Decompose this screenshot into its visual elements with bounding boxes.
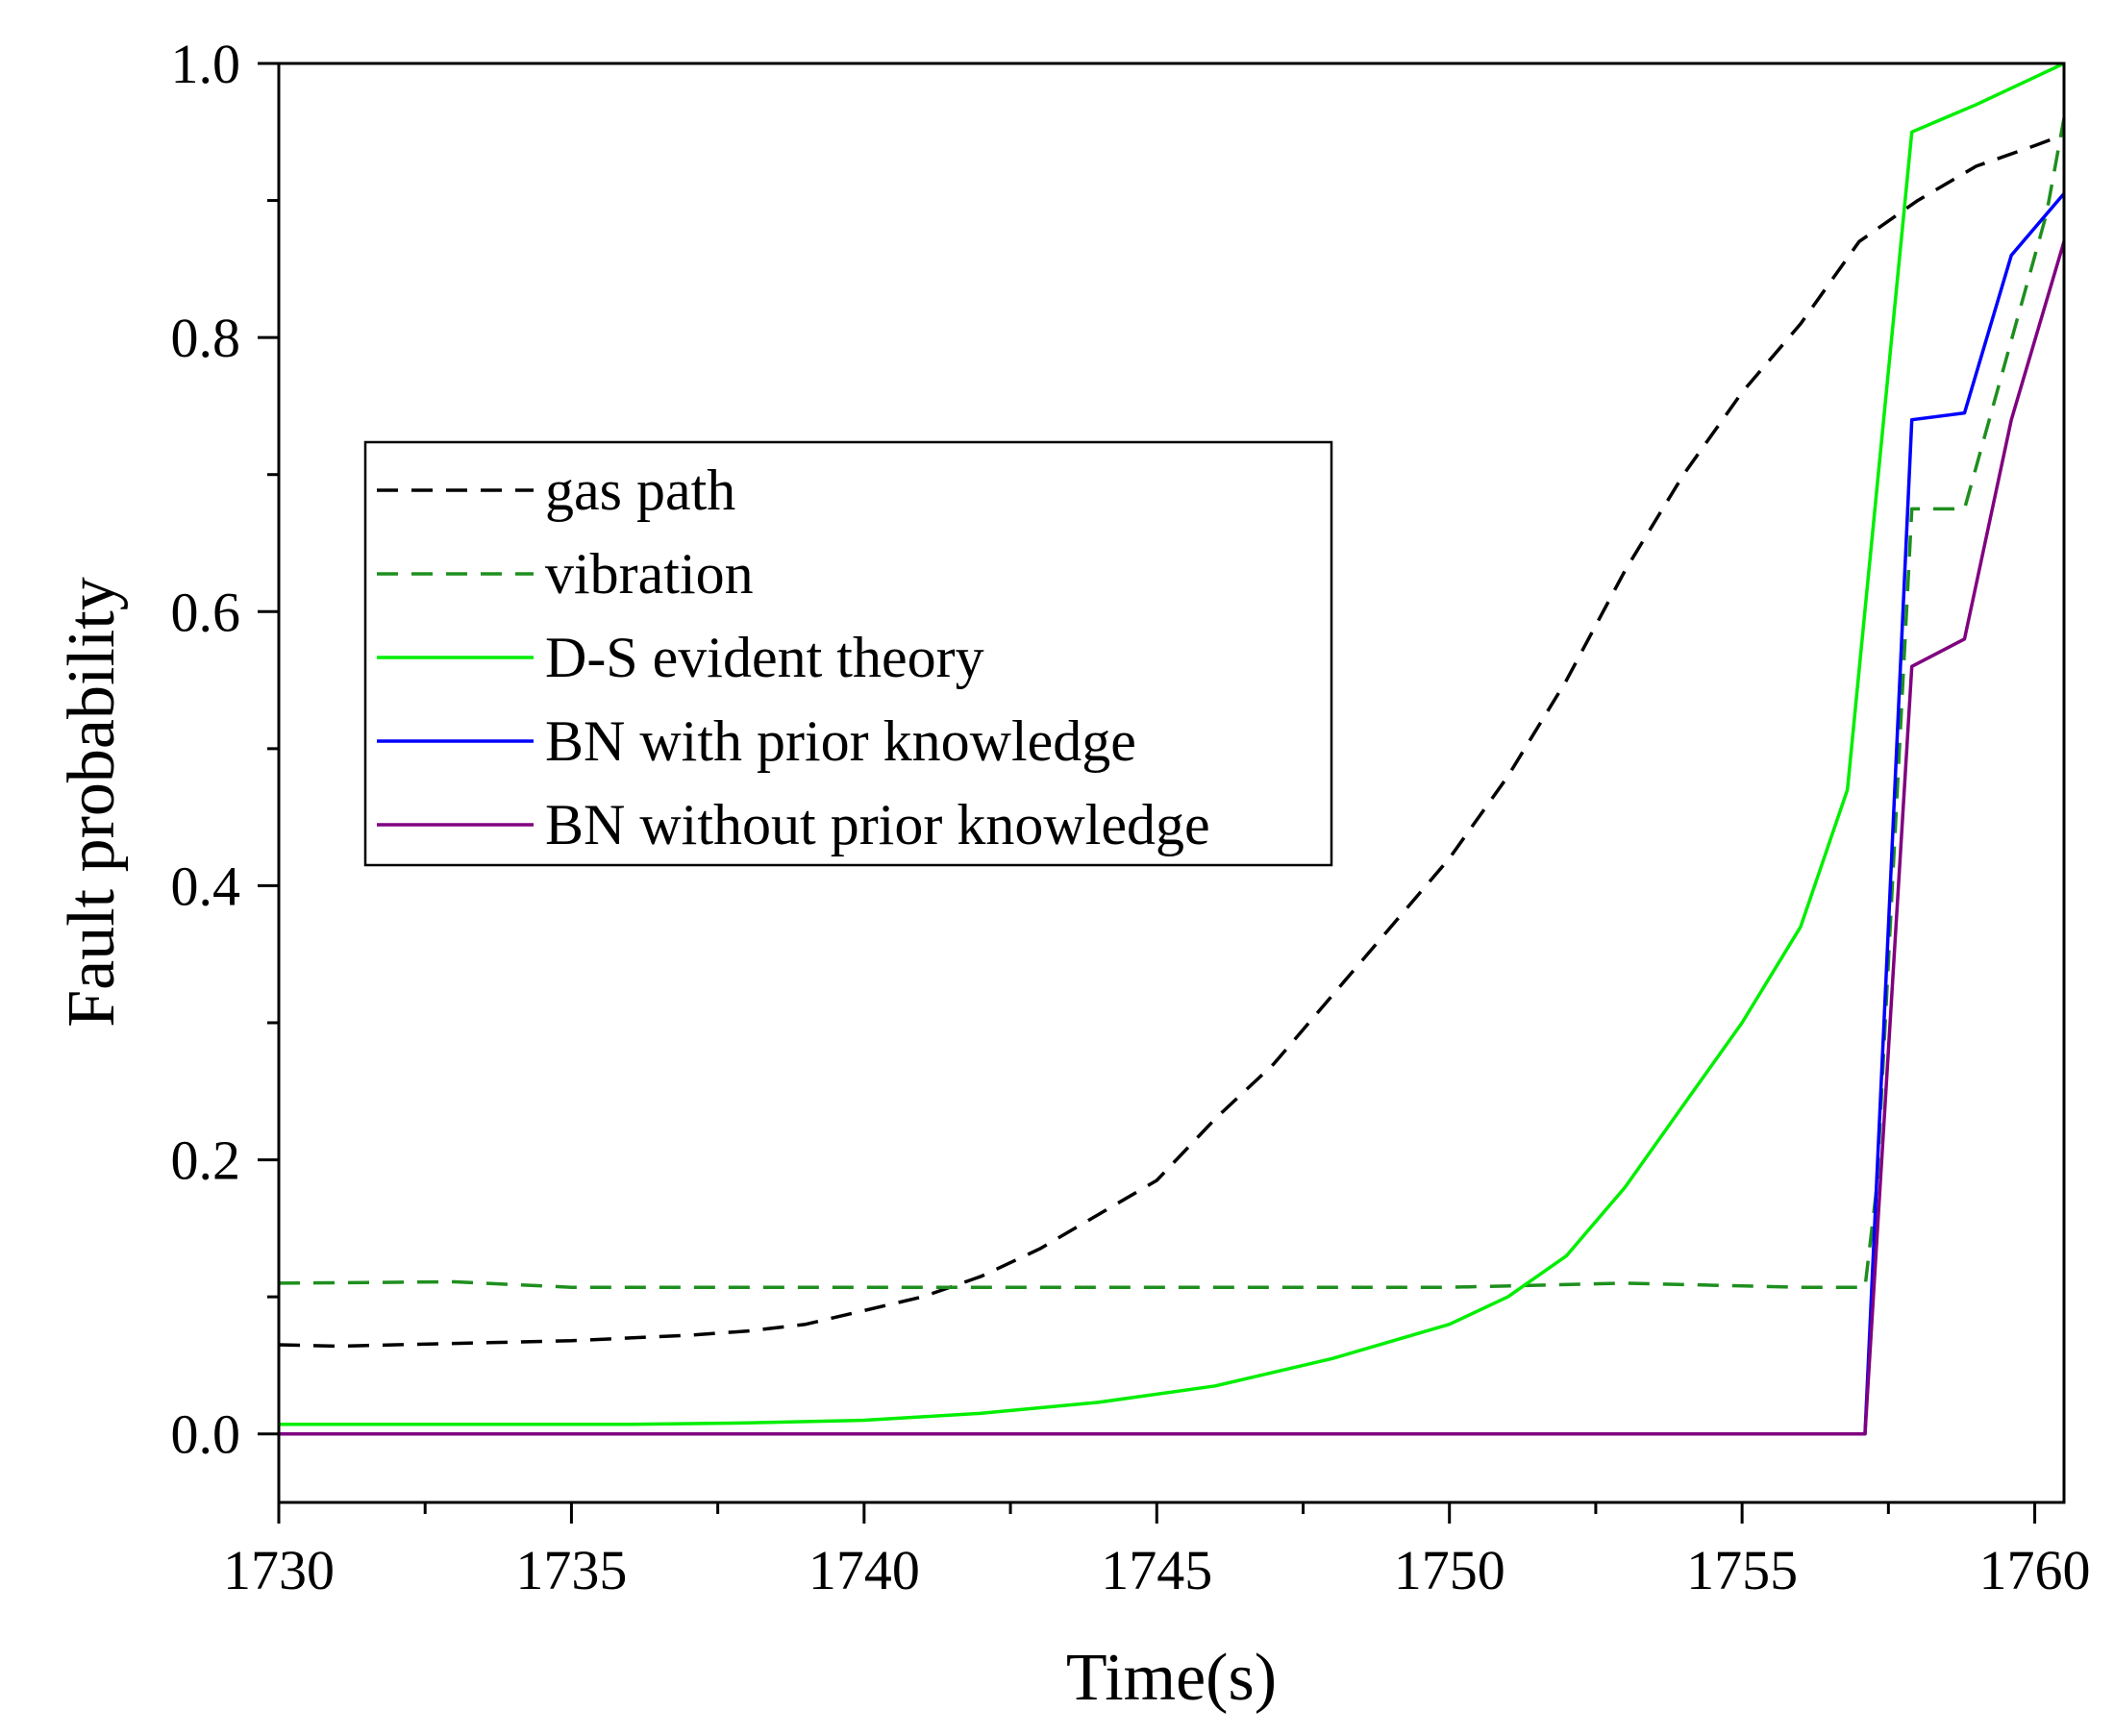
x-tick-label: 1740 bbox=[808, 1539, 920, 1601]
series-line-5 bbox=[279, 240, 2066, 1436]
legend-label: D-S evident theory bbox=[545, 626, 984, 689]
series-layer bbox=[278, 62, 2066, 1436]
legend-label: BN without prior knowledge bbox=[545, 793, 1210, 856]
legend-label: BN with prior knowledge bbox=[545, 709, 1136, 773]
series-line-2 bbox=[278, 117, 2066, 1289]
y-axis-ticks: 0.0 0.2 0.4 0.6 0.8 1.0 bbox=[171, 33, 279, 1466]
x-tick-label: 1760 bbox=[1979, 1539, 2091, 1601]
y-axis-title: Fault probability bbox=[55, 577, 129, 1028]
x-tick-label: 1750 bbox=[1394, 1539, 1505, 1601]
legend-box bbox=[363, 440, 1333, 867]
y-tick-label: 1.0 bbox=[171, 33, 241, 95]
x-axis-ticks: 1730 1735 1740 1745 1750 1755 1760 bbox=[223, 1502, 2091, 1601]
legend-label: vibration bbox=[545, 542, 754, 606]
x-axis-title: Time(s) bbox=[1066, 1641, 1277, 1715]
legend: gas path vibration D-S evident theory BN wi… bbox=[363, 440, 1333, 867]
y-tick-label: 0.4 bbox=[171, 855, 241, 917]
series-line-1 bbox=[278, 133, 2065, 1349]
y-tick-label: 0.0 bbox=[171, 1403, 241, 1466]
y-tick-label: 0.8 bbox=[171, 307, 241, 369]
legend-label: gas path bbox=[545, 459, 735, 522]
x-tick-label: 1730 bbox=[223, 1539, 335, 1601]
x-tick-label: 1735 bbox=[515, 1539, 627, 1601]
y-tick-label: 0.6 bbox=[171, 581, 241, 643]
series-line-3 bbox=[279, 62, 2065, 1426]
x-tick-label: 1755 bbox=[1686, 1539, 1798, 1601]
x-tick-label: 1745 bbox=[1101, 1539, 1212, 1601]
plot-frame bbox=[277, 62, 2066, 1504]
y-tick-label: 0.2 bbox=[171, 1129, 241, 1192]
